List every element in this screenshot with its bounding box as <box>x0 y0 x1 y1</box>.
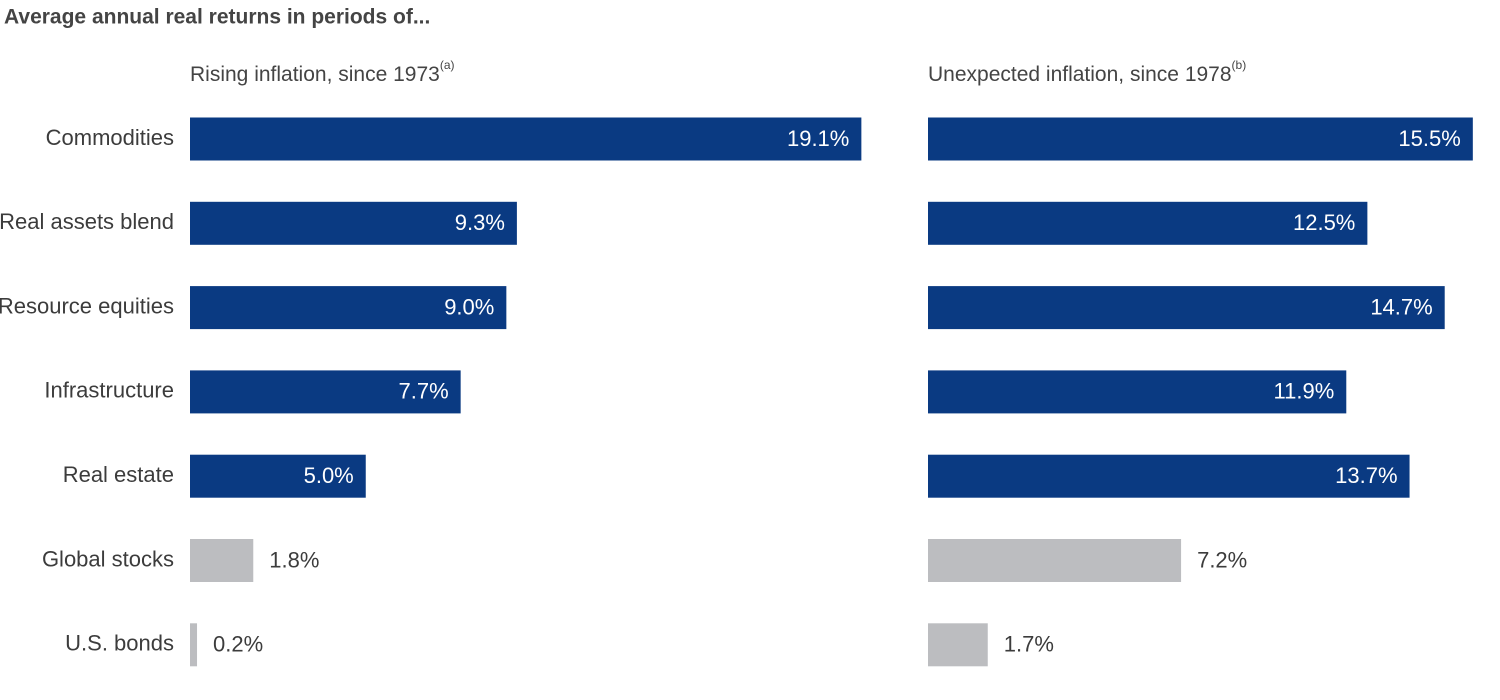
bar <box>190 201 517 245</box>
bar <box>190 539 254 582</box>
bar <box>190 623 198 667</box>
value-label: 1.7% <box>1004 632 1054 657</box>
value-label: 19.1% <box>787 126 849 151</box>
bar <box>928 623 988 667</box>
subtitle-note: (b) <box>1232 58 1247 72</box>
value-label: 15.5% <box>1398 126 1460 151</box>
value-label: 1.8% <box>269 547 319 572</box>
bar <box>928 539 1182 582</box>
value-label: 9.0% <box>444 294 494 319</box>
category-label: Resource equities <box>0 293 174 318</box>
bar <box>190 286 507 330</box>
chart-title: Average annual real returns in periods o… <box>4 6 430 29</box>
subtitle-note: (a) <box>440 58 455 72</box>
subtitle: Unexpected inflation, since 1978(b) <box>928 58 1246 85</box>
bar <box>190 454 366 498</box>
value-label: 12.5% <box>1293 210 1355 235</box>
value-label: 14.7% <box>1370 294 1432 319</box>
value-label: 7.7% <box>398 379 448 404</box>
bar <box>190 117 862 161</box>
category-label: Infrastructure <box>44 378 174 403</box>
category-label: Real estate <box>63 462 174 487</box>
bar <box>928 286 1445 330</box>
value-label: 11.9% <box>1274 379 1335 404</box>
bar <box>190 370 461 414</box>
bar <box>928 370 1347 414</box>
category-label: Real assets blend <box>0 209 174 234</box>
value-label: 7.2% <box>1197 547 1247 572</box>
value-label: 9.3% <box>455 210 505 235</box>
value-label: 0.2% <box>213 632 263 657</box>
value-label: 13.7% <box>1335 463 1397 488</box>
category-label: U.S. bonds <box>65 631 174 656</box>
subtitle: Rising inflation, since 1973(a) <box>190 58 455 85</box>
category-label: Global stocks <box>42 546 174 571</box>
value-label: 5.0% <box>304 463 354 488</box>
bar <box>928 201 1368 245</box>
subtitle-text: Rising inflation, since 1973 <box>190 63 440 86</box>
bar <box>928 117 1473 161</box>
subtitle-text: Unexpected inflation, since 1978 <box>928 63 1232 86</box>
category-label: Commodities <box>46 125 174 150</box>
bar <box>928 454 1410 498</box>
